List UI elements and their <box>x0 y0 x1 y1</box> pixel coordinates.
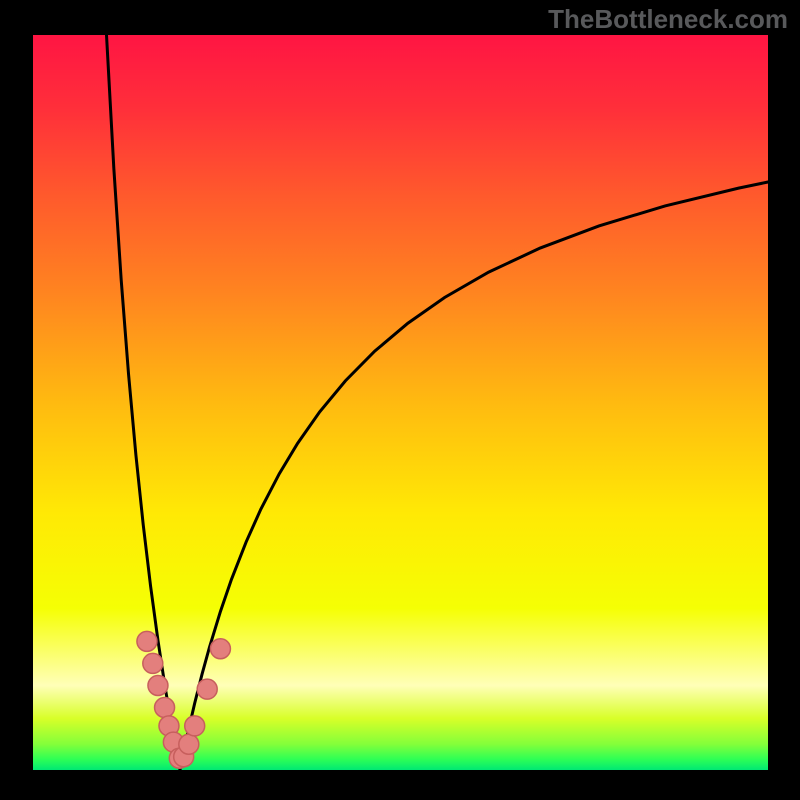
data-marker <box>210 639 230 659</box>
data-marker <box>143 653 163 673</box>
bottleneck-curve <box>84 0 768 770</box>
data-marker <box>197 679 217 699</box>
data-marker <box>179 734 199 754</box>
data-marker <box>185 716 205 736</box>
data-marker <box>148 675 168 695</box>
watermark-text: TheBottleneck.com <box>548 4 788 35</box>
chart-frame: TheBottleneck.com <box>0 0 800 800</box>
data-marker <box>137 631 157 651</box>
curve-overlay <box>0 0 800 800</box>
data-marker <box>155 698 175 718</box>
